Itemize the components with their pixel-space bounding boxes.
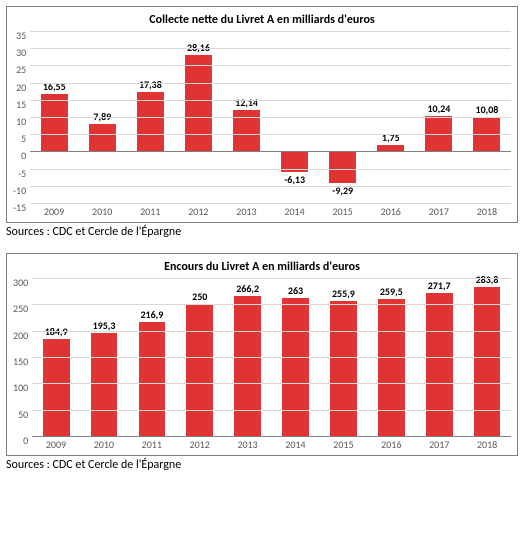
x-tick: 2017	[415, 438, 463, 451]
bar-value-label: 250	[176, 290, 224, 303]
chart1-plot: 16,557,8917,3828,1612,14-6,13-9,291,7510…	[30, 31, 511, 203]
x-tick: 2015	[319, 205, 367, 218]
chart2-title: Encours du Livret A en milliards d'euros	[13, 260, 511, 274]
chart1-y-axis: 35302520151050-5-10-15	[13, 31, 30, 203]
bar-value-label: 10,24	[415, 102, 463, 115]
bar-value-label: 283,8	[463, 273, 511, 286]
bar	[89, 124, 116, 151]
bar	[185, 55, 212, 152]
bar	[139, 322, 166, 436]
x-tick: 2016	[367, 205, 415, 218]
x-tick: 2018	[463, 438, 511, 451]
bar-value-label: 271,7	[415, 279, 463, 292]
bar	[234, 296, 261, 436]
x-tick: 2017	[415, 205, 463, 218]
grid-line	[30, 134, 511, 135]
x-tick: 2012	[176, 438, 224, 451]
x-tick: 2009	[30, 205, 78, 218]
grid-line	[30, 186, 511, 187]
grid-line	[32, 331, 511, 332]
bar	[186, 304, 213, 436]
bar-value-label: -6,13	[271, 173, 319, 186]
chart2-source: Sources : CDC et Cercle de l'Épargne	[6, 458, 518, 472]
chart1-x-axis: 2009201020112012201320142015201620172018	[30, 205, 511, 218]
grid-line	[30, 31, 511, 32]
x-tick: 2011	[126, 205, 174, 218]
bar-value-label: 12,14	[223, 96, 271, 109]
bar-value-label: 17,38	[126, 78, 174, 91]
grid-line	[30, 169, 511, 170]
bar-value-label: 255,9	[319, 287, 367, 300]
grid-line	[32, 304, 511, 305]
grid-line	[30, 65, 511, 66]
bar	[378, 299, 405, 436]
x-tick: 2014	[272, 438, 320, 451]
x-tick: 2012	[174, 205, 222, 218]
bar	[330, 301, 357, 436]
bar	[426, 293, 453, 436]
grid-line	[30, 117, 511, 118]
chart1-plot-wrap: 35302520151050-5-10-15 16,557,8917,3828,…	[13, 31, 511, 203]
chart-encours: Encours du Livret A en milliards d'euros…	[6, 253, 518, 456]
grid-line	[30, 100, 511, 101]
x-tick: 2011	[128, 438, 176, 451]
bar	[91, 333, 118, 436]
chart1-source: Sources : CDC et Cercle de l'Épargne	[6, 225, 518, 239]
bar-value-label: 216,9	[128, 308, 176, 321]
x-tick: 2015	[319, 438, 367, 451]
bar	[233, 110, 260, 152]
x-tick: 2010	[80, 438, 128, 451]
bar	[282, 298, 309, 437]
zero-line	[32, 436, 511, 437]
x-tick: 2016	[367, 438, 415, 451]
bar-value-label: 266,2	[224, 282, 272, 295]
bar	[43, 339, 70, 436]
grid-line	[32, 410, 511, 411]
grid-line	[30, 48, 511, 49]
grid-line	[30, 203, 511, 204]
bar-value-label: 10,08	[463, 103, 511, 116]
chart2-plot-wrap: 300250200150100500 184,9195,3216,9250266…	[13, 278, 511, 436]
x-tick: 2018	[463, 205, 511, 218]
bar-value-label: 263	[272, 284, 320, 297]
bar	[41, 94, 68, 151]
x-tick: 2013	[224, 438, 272, 451]
chart2-x-axis: 2009201020112012201320142015201620172018	[32, 438, 511, 451]
zero-line	[30, 151, 511, 152]
spacer	[6, 239, 518, 253]
bar	[329, 151, 356, 183]
grid-line	[30, 83, 511, 84]
x-tick: 2013	[222, 205, 270, 218]
chart2-plot: 184,9195,3216,9250266,2263255,9259,5271,…	[32, 278, 511, 436]
bar-value-label: 28,16	[174, 41, 222, 54]
x-tick: 2014	[270, 205, 318, 218]
grid-line	[32, 383, 511, 384]
chart1-title: Collecte nette du Livret A en milliards …	[13, 13, 511, 27]
chart-collecte-nette: Collecte nette du Livret A en milliards …	[6, 6, 518, 223]
chart2-y-axis: 300250200150100500	[13, 278, 32, 436]
grid-line	[32, 357, 511, 358]
grid-line	[32, 278, 511, 279]
bar-value-label: 259,5	[367, 285, 415, 298]
x-tick: 2009	[32, 438, 80, 451]
x-tick: 2010	[78, 205, 126, 218]
bar	[474, 287, 501, 436]
